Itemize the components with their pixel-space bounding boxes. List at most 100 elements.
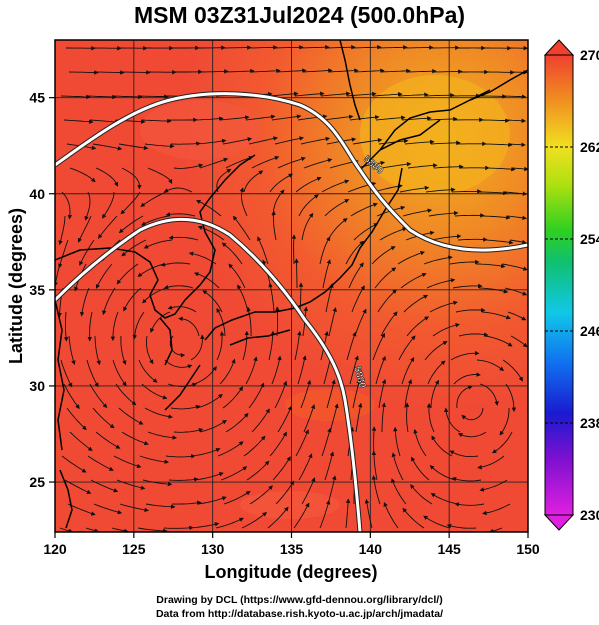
streamline (67, 503, 96, 516)
streamline (294, 330, 302, 361)
streamline (140, 215, 170, 226)
streamline (141, 383, 168, 400)
streamline (137, 263, 165, 277)
colorbar-tick-label: 270 (580, 47, 599, 63)
streamline (407, 163, 438, 169)
streamline (346, 331, 357, 361)
streamline (120, 70, 151, 75)
streamline (378, 379, 387, 409)
streamline (424, 341, 448, 361)
streamline (61, 455, 87, 473)
streamline (93, 503, 123, 515)
streamline (60, 94, 91, 100)
streamline (485, 166, 516, 172)
streamline (351, 44, 382, 50)
streamline (277, 405, 292, 433)
streamline (431, 435, 453, 457)
streamline (170, 404, 201, 410)
streamline (350, 202, 378, 217)
streamline (173, 163, 204, 169)
streamline (145, 335, 154, 365)
streamline (87, 455, 114, 471)
streamline (144, 407, 173, 419)
streamline (197, 225, 225, 241)
streamline (319, 499, 331, 529)
streamline (269, 431, 287, 457)
streamline (482, 503, 511, 516)
x-tick-label: 150 (516, 541, 540, 557)
streamline (328, 68, 359, 73)
streamline (142, 287, 168, 304)
streamline (94, 335, 101, 366)
streamline (484, 335, 513, 347)
colorbar-tick-label: 230 (580, 507, 599, 523)
streamline (178, 316, 200, 337)
streamline (455, 307, 486, 313)
streamline (424, 92, 455, 98)
map-title: MSM 03Z31Jul2024 (500.0hPa) (133, 2, 466, 28)
streamline (111, 527, 129, 532)
streamline (372, 91, 403, 97)
streamline (225, 412, 249, 433)
streamline (329, 403, 339, 433)
streamline (426, 403, 435, 433)
streamline (118, 215, 144, 234)
streamline (69, 431, 93, 452)
streamline (391, 478, 407, 505)
streamline (85, 527, 100, 532)
streamline (508, 142, 526, 148)
streamline (199, 69, 229, 74)
streamline (139, 455, 169, 464)
streamline (503, 191, 528, 196)
streamline (79, 239, 95, 266)
streamline (319, 236, 331, 265)
colorbar-tick-label: 246 (580, 323, 599, 339)
streamline (430, 379, 440, 409)
streamline (406, 68, 437, 74)
x-tick-label: 120 (43, 541, 67, 557)
streamline (95, 431, 121, 449)
streamline (121, 239, 147, 257)
streamline (216, 331, 225, 361)
streamline (141, 118, 172, 124)
streamline (144, 143, 175, 149)
streamline (295, 429, 309, 457)
streamline (68, 70, 99, 75)
streamline (59, 527, 74, 532)
streamline (165, 454, 196, 459)
streamline (381, 402, 386, 432)
streamline (274, 136, 304, 145)
streamline (301, 477, 316, 505)
streamline (89, 119, 120, 125)
streamline (454, 502, 485, 507)
streamline (324, 451, 335, 481)
streamline (377, 45, 408, 50)
streamline (423, 255, 453, 265)
streamline (147, 167, 173, 185)
streamline (383, 501, 399, 529)
streamline (138, 359, 158, 383)
streamline (426, 278, 456, 289)
streamline (84, 191, 91, 221)
streamline (268, 330, 276, 361)
streamline (165, 212, 196, 217)
streamline (199, 420, 227, 433)
streamline (507, 311, 527, 321)
streamline (275, 480, 295, 505)
streamline (69, 167, 96, 183)
streamline (118, 407, 144, 425)
streamline (433, 164, 464, 169)
streamline (410, 484, 433, 505)
streamline (327, 475, 337, 505)
streamline (219, 115, 250, 121)
streamline (97, 215, 118, 239)
credit-drawing: Drawing by DCL (https://www.gfd-dennou.o… (156, 594, 443, 606)
streamline (251, 155, 280, 169)
streamline (354, 68, 385, 73)
streamline (379, 227, 408, 241)
streamline (499, 408, 510, 436)
streamline (190, 334, 205, 361)
streamline (502, 359, 523, 382)
streamline (110, 311, 119, 342)
streamline (196, 138, 227, 145)
